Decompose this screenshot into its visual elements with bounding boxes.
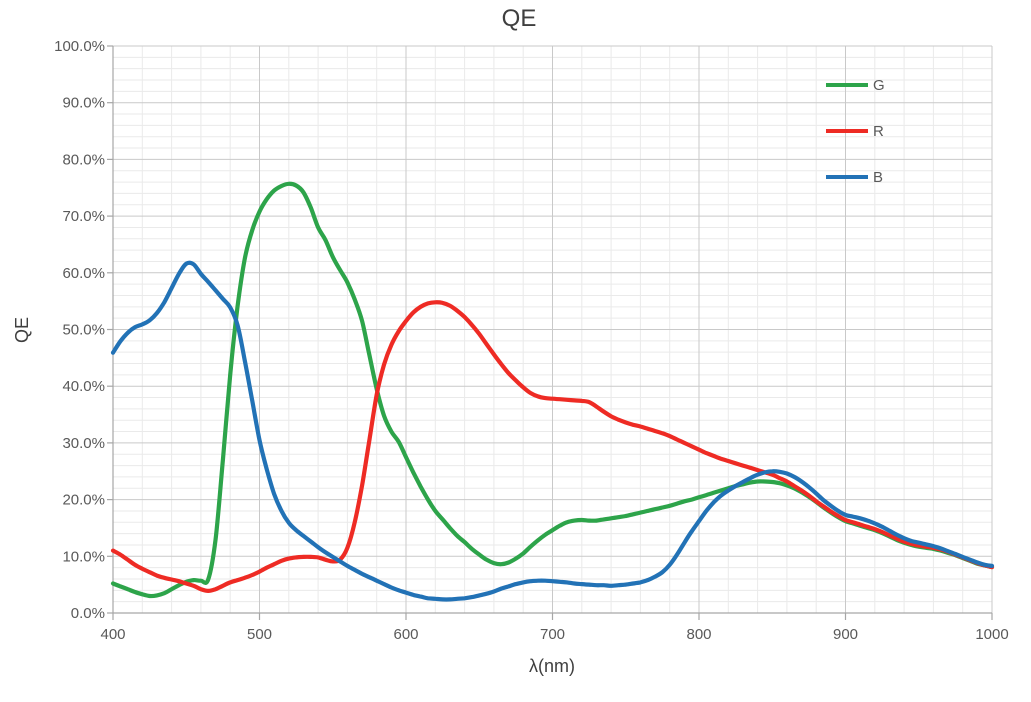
x-tick-label: 800 [686, 626, 711, 643]
y-tick-label: 20.0% [62, 492, 105, 509]
y-tick-label: 80.0% [62, 151, 105, 168]
tick-labels: 0.0% 10.0% 20.0% 30.0% 40.0% 50.0% 60.0% 70.0% 8… [54, 38, 1009, 643]
x-tick-label: 400 [100, 626, 125, 643]
axis-lines [107, 45, 993, 620]
y-axis-label: QE [12, 317, 32, 343]
y-tick-label: 40.0% [62, 378, 105, 395]
x-tick-label: 500 [247, 626, 272, 643]
x-axis-label: λ(nm) [529, 656, 575, 676]
x-tick-label: 1000 [975, 626, 1008, 643]
series-line-B [110, 260, 995, 602]
y-tick-label: 70.0% [62, 208, 105, 225]
y-tick-label: 50.0% [62, 322, 105, 339]
y-tick-label: 30.0% [62, 435, 105, 452]
x-tick-label: 700 [540, 626, 565, 643]
y-tick-label: 100.0% [54, 38, 105, 55]
y-tick-label: 0.0% [71, 605, 105, 622]
y-tick-label: 90.0% [62, 95, 105, 112]
x-tick-label: 600 [393, 626, 418, 643]
legend-label-g: G [873, 77, 885, 94]
legend: G R B [826, 77, 885, 186]
series-line-R [110, 300, 995, 593]
x-tick-label: 900 [833, 626, 858, 643]
y-tick-label: 60.0% [62, 265, 105, 282]
y-tick-label: 10.0% [62, 548, 105, 565]
series-lines [110, 181, 995, 602]
legend-label-r: R [873, 123, 884, 140]
chart-title: QE [502, 5, 537, 32]
legend-label-b: B [873, 169, 883, 186]
